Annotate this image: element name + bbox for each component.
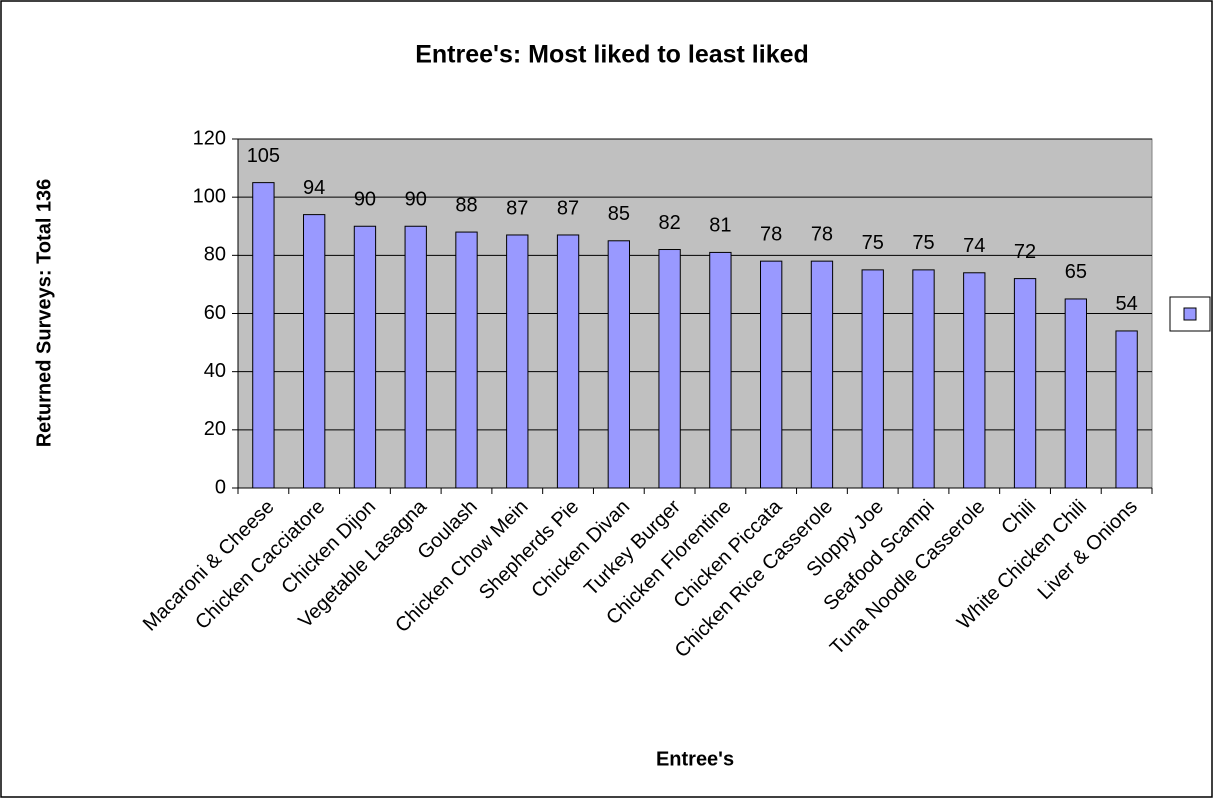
data-label: 78 <box>811 223 833 245</box>
bar <box>963 272 986 489</box>
bar <box>252 182 275 489</box>
y-tick-label: 120 <box>193 127 226 149</box>
y-axis-label: Returned Surveys: Total 136 <box>33 179 55 448</box>
data-label: 74 <box>963 235 985 257</box>
bar <box>506 234 529 489</box>
y-tick-label: 80 <box>204 244 226 266</box>
y-tick-label: 0 <box>215 476 226 498</box>
data-label: 78 <box>760 223 782 245</box>
data-label: 54 <box>1115 293 1137 315</box>
data-label: 94 <box>303 177 325 199</box>
y-tick-label: 60 <box>204 302 226 324</box>
bar <box>303 214 326 489</box>
y-tick-label: 20 <box>204 418 226 440</box>
bar <box>404 225 427 489</box>
bar <box>1115 330 1138 489</box>
data-label: 81 <box>709 215 731 237</box>
data-label: 82 <box>658 212 680 234</box>
bar <box>760 260 783 489</box>
data-label: 85 <box>608 203 630 225</box>
data-label: 105 <box>247 145 280 167</box>
data-label: 90 <box>354 189 376 211</box>
chart-title: Entree's: Most liked to least liked <box>415 41 809 69</box>
bar <box>556 234 580 489</box>
data-label: 75 <box>912 232 934 254</box>
data-label: 75 <box>862 232 884 254</box>
x-axis-label: Entree's <box>656 748 734 770</box>
bar <box>607 240 630 489</box>
bar <box>455 231 478 489</box>
bar <box>912 269 935 489</box>
data-label: 87 <box>557 197 579 219</box>
data-label: 65 <box>1065 261 1087 283</box>
bar <box>1064 298 1087 489</box>
bar <box>353 225 377 489</box>
bar <box>709 251 732 489</box>
y-tick-label: 40 <box>204 360 226 382</box>
bar <box>861 269 884 489</box>
data-label: 90 <box>405 189 427 211</box>
bar <box>658 249 681 489</box>
legend-swatch <box>1183 307 1197 321</box>
data-label: 87 <box>506 197 528 219</box>
data-label: 72 <box>1014 241 1036 263</box>
y-tick-label: 100 <box>193 185 226 207</box>
bar <box>810 260 834 489</box>
data-label: 88 <box>455 194 477 216</box>
bar <box>1013 278 1037 489</box>
